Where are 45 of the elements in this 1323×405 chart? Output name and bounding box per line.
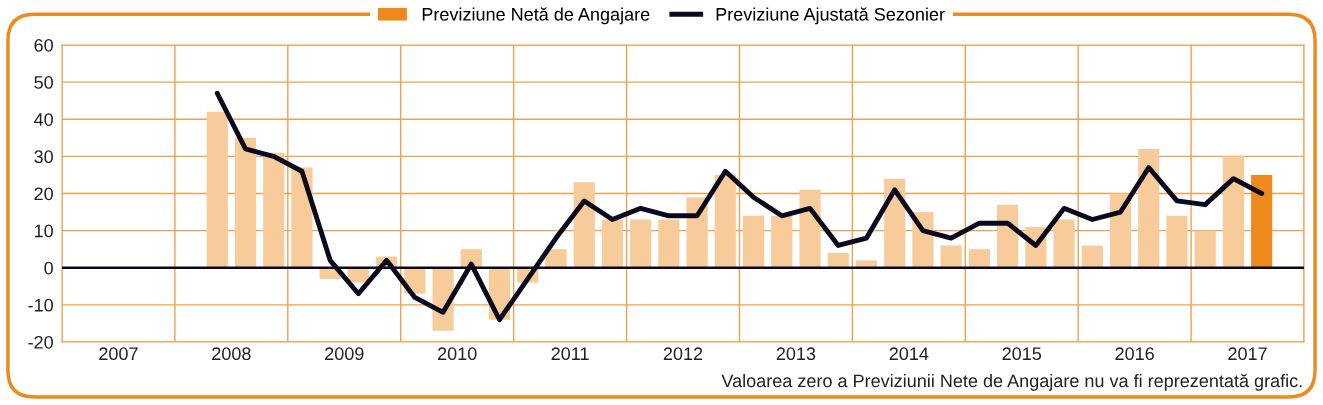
legend-label: Previziune Ajustată Sezonier <box>716 7 945 25</box>
bar <box>771 215 793 268</box>
bar <box>1251 174 1273 268</box>
legend-label: Previziune Netă de Angajare <box>422 7 650 25</box>
x-tick-label: 2013 <box>776 347 816 361</box>
x-tick-label: 2015 <box>1002 347 1042 361</box>
bar <box>263 152 285 268</box>
x-tick-label: 2017 <box>1228 347 1267 361</box>
bar <box>573 182 595 268</box>
y-tick-label: 30 <box>34 150 53 164</box>
bar <box>1053 219 1075 268</box>
x-tick-label: 2011 <box>551 347 589 361</box>
x-tick-label: 2012 <box>663 347 703 361</box>
bar <box>1222 156 1245 268</box>
bar <box>630 219 652 268</box>
bar <box>968 249 990 268</box>
y-tick-label: 40 <box>34 113 53 126</box>
bar <box>206 111 228 268</box>
y-tick-label: 60 <box>34 38 53 52</box>
y-tick-label: 0 <box>44 261 53 275</box>
y-tick-label: 10 <box>34 224 53 238</box>
bar <box>1081 245 1103 268</box>
y-tick-label: -10 <box>28 298 53 312</box>
bar <box>234 137 257 268</box>
text: Valoarea zero a Previziunii Nete de Angajare nu va fi reprezentată grafic. <box>721 373 1302 391</box>
x-tick-label: 2008 <box>212 347 251 361</box>
bar <box>799 189 821 268</box>
x-tick-label: 2010 <box>438 347 477 361</box>
x-tick-label: 2009 <box>325 347 364 361</box>
bar <box>742 215 765 268</box>
bar <box>291 167 313 268</box>
bar <box>714 174 736 268</box>
bar <box>827 252 849 268</box>
x-tick-label: 2014 <box>889 347 929 361</box>
bar <box>658 219 680 268</box>
bar <box>1166 215 1188 268</box>
bar <box>940 245 962 268</box>
x-tick-label: 2016 <box>1115 347 1154 361</box>
bar <box>1194 230 1216 268</box>
bar <box>601 219 624 268</box>
bar <box>1138 148 1160 268</box>
y-tick-label: 50 <box>34 76 53 89</box>
y-tick-label: 20 <box>34 187 53 201</box>
y-tick-label: -20 <box>28 335 53 349</box>
x-tick-label: 2007 <box>99 347 138 361</box>
